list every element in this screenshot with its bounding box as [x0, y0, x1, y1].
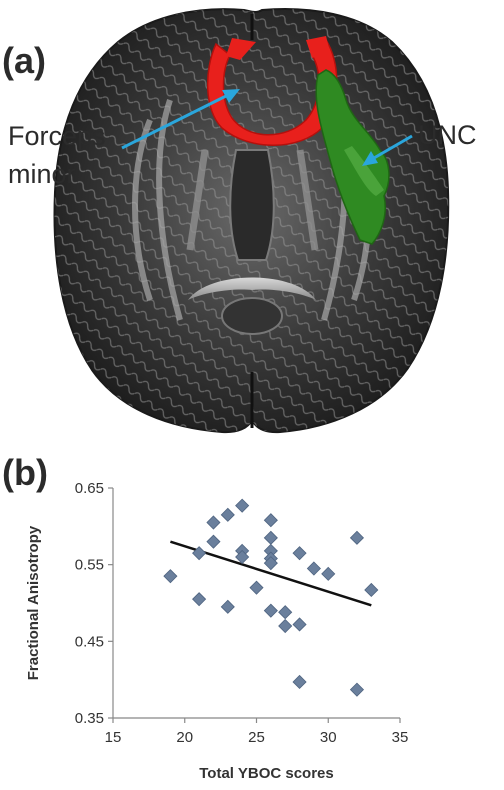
x-tick-group: 15 20 25 30 35 — [105, 718, 409, 746]
uncinate-tract — [315, 69, 390, 245]
forceps-minor-tract — [206, 36, 338, 146]
forceps-minor-left-tip — [226, 38, 256, 60]
data-point-diamond — [349, 530, 365, 545]
data-point-diamond — [220, 507, 235, 522]
data-point-diamond — [206, 534, 221, 549]
data-point-diamond — [220, 599, 235, 614]
data-point-diamond — [306, 561, 321, 576]
uncinate-fasciculus-body — [344, 146, 384, 196]
unc-arrow-head — [362, 151, 378, 166]
data-point-diamond — [292, 546, 307, 561]
data-point-diamond — [235, 549, 250, 565]
data-point-diamond — [263, 603, 278, 618]
y-tick-label: 0.35 — [75, 710, 104, 727]
data-point-diamond — [206, 515, 221, 530]
forceps-minor-right-tip — [306, 36, 330, 58]
y-tick-label: 0.65 — [75, 480, 104, 497]
scatter-chart: 0.35 0.45 0.55 0.65 15 20 25 30 35 Fractional A… — [25, 480, 409, 782]
data-point-diamond — [263, 530, 278, 545]
data-point-diamond — [263, 556, 278, 571]
data-point-diamond — [364, 582, 379, 598]
x-tick-label: 35 — [392, 729, 409, 746]
forceps-arrow-head — [222, 89, 240, 103]
splenium — [188, 277, 316, 300]
data-point-diamond — [292, 674, 307, 690]
x-tick-label: 30 — [320, 729, 337, 746]
data-point-diamond — [321, 566, 336, 581]
forceps-arrow-shaft — [121, 94, 227, 150]
y-axis-title: Fractional Anisotropy — [25, 525, 42, 680]
data-point-diamond — [235, 498, 250, 513]
data-point-diamond — [192, 592, 207, 607]
brain-axial-slice — [53, 8, 450, 434]
data-point-diamond — [278, 618, 293, 634]
y-tick-label: 0.55 — [75, 557, 104, 574]
ventricles — [229, 149, 275, 261]
x-tick-label: 20 — [176, 729, 193, 746]
x-tick-label: 25 — [248, 729, 265, 746]
data-point-diamond — [349, 682, 365, 697]
unc-arrow-shaft — [373, 134, 413, 160]
y-tick-group: 0.35 0.45 0.55 0.65 — [75, 480, 113, 727]
midbrain — [221, 297, 283, 335]
data-points — [163, 498, 379, 697]
brain-dti-image — [53, 8, 450, 434]
data-point-diamond — [249, 580, 264, 595]
panel-a-label: (a) — [2, 40, 46, 81]
data-point-diamond — [163, 569, 178, 584]
forceps-minor-callout: Forceps minor — [8, 121, 106, 189]
data-point-diamond — [263, 513, 278, 528]
data-point-diamond — [278, 605, 293, 620]
plot-area: 0.35 0.45 0.55 0.65 15 20 25 30 35 — [75, 480, 409, 746]
data-point-diamond — [192, 546, 207, 561]
data-point-diamond — [292, 617, 307, 632]
label-patch — [408, 395, 448, 417]
panel-b-label: (b) — [2, 452, 48, 493]
unc-callout: UNC — [418, 120, 477, 150]
x-tick-label: 15 — [105, 729, 122, 746]
callout-arrows — [121, 89, 413, 166]
internal-capsule — [186, 149, 319, 251]
x-axis-title: Total YBOC scores — [199, 765, 334, 782]
y-tick-label: 0.45 — [75, 633, 104, 650]
